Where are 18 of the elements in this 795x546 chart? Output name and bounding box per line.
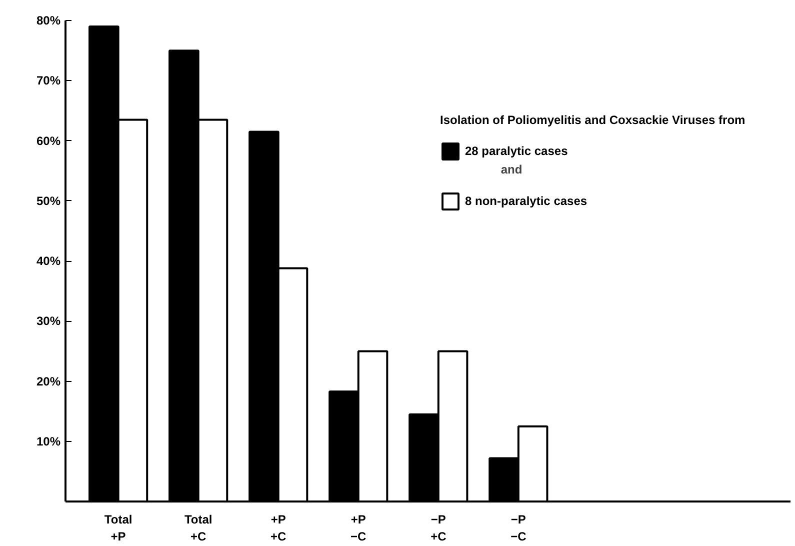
y-tick-label: 80% — [36, 14, 61, 28]
x-tick-label: Total +C — [184, 512, 212, 544]
x-tick-label: −P +C — [430, 512, 447, 544]
y-tick-label: 20% — [36, 374, 61, 388]
legend-label: 28 paralytic cases — [465, 144, 568, 158]
x-tick-label: −P −C — [510, 512, 527, 544]
text: Isolation of Poliomyelitis and Coxsackie Viruses from — [440, 113, 746, 127]
y-tick-label: 50% — [36, 194, 61, 208]
y-tick-label: 30% — [36, 314, 61, 328]
y-tick-label: 10% — [36, 434, 61, 448]
legend-label: 8 non-paralytic cases — [465, 194, 588, 208]
x-tick-label: Total +P — [104, 512, 132, 544]
y-tick-label: 40% — [36, 254, 61, 268]
x-tick-label: +P +C — [270, 512, 287, 544]
y-tick-label: 60% — [36, 134, 61, 148]
annotation: and — [500, 162, 522, 177]
x-tick-label: +P −C — [350, 512, 367, 544]
y-tick-label: 70% — [36, 74, 61, 88]
